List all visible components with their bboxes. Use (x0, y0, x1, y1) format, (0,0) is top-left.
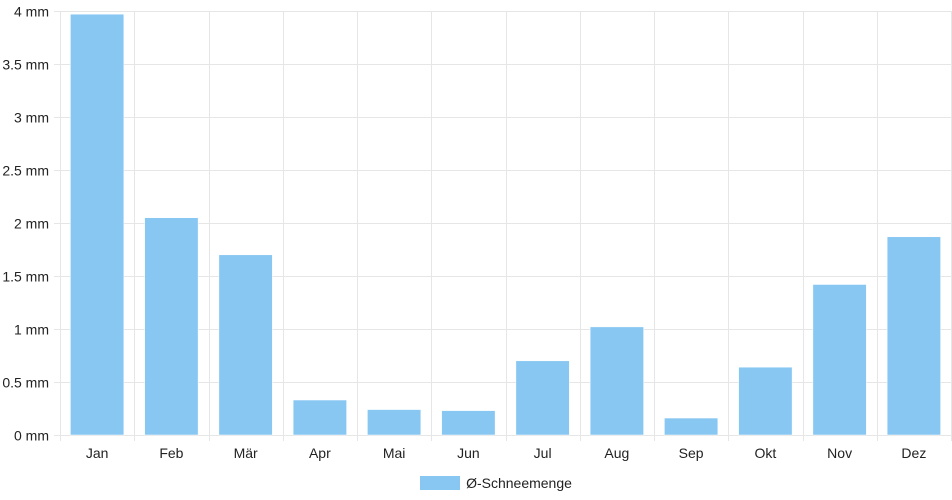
bar-jan[interactable] (70, 13, 125, 436)
x-tick-label: Sep (679, 445, 704, 461)
y-tick-label: 3.5 mm (2, 57, 49, 73)
x-tick-label: Jul (534, 445, 552, 461)
bars (70, 13, 941, 436)
bar-apr[interactable] (292, 399, 347, 436)
x-tick-label: Mai (383, 445, 406, 461)
legend[interactable]: Ø-Schneemenge (0, 472, 952, 494)
y-tick-label: 0 mm (14, 428, 49, 444)
bar-jul[interactable] (515, 360, 570, 436)
bar-jun[interactable] (441, 410, 496, 436)
bar-nov[interactable] (812, 284, 867, 436)
y-tick-label: 0.5 mm (2, 375, 49, 391)
legend-swatch (420, 476, 461, 490)
bar-mai[interactable] (367, 409, 422, 436)
x-tick-label: Jan (86, 445, 109, 461)
x-tick-label: Okt (754, 445, 776, 461)
y-tick-label: 2 mm (14, 216, 49, 232)
y-tick-label: 4 mm (14, 4, 49, 20)
y-tick-label: 1.5 mm (2, 269, 49, 285)
y-tick-label: 1 mm (14, 322, 49, 338)
x-tick-label: Aug (604, 445, 629, 461)
y-tick-label: 2.5 mm (2, 163, 49, 179)
bar-mär[interactable] (218, 254, 273, 436)
x-tick-label: Dez (901, 445, 926, 461)
legend-label: Ø-Schneemenge (466, 475, 572, 491)
x-tick-label: Feb (159, 445, 183, 461)
y-axis-ticks: 0 mm 0.5 mm 1 mm 1.5 mm 2 mm 2.5 mm 3 mm 3.5 mm… (2, 4, 49, 444)
bar-okt[interactable] (738, 366, 793, 436)
bar-sep[interactable] (664, 417, 719, 436)
y-tick-label: 3 mm (14, 110, 49, 126)
x-tick-label: Jun (457, 445, 480, 461)
bar-aug[interactable] (589, 326, 644, 436)
x-tick-label: Nov (827, 445, 852, 461)
bar-feb[interactable] (144, 217, 199, 436)
snow-bar-chart: 0 mm 0.5 mm 1 mm 1.5 mm 2 mm 2.5 mm 3 mm 3.5 mm… (2, 4, 952, 461)
x-axis-ticks: Jan Feb Mär Apr Mai Jun Jul Aug Sep Okt Nov Dez (86, 445, 926, 461)
x-tick-label: Apr (309, 445, 331, 461)
bar-dez[interactable] (886, 236, 941, 436)
x-tick-label: Mär (234, 445, 258, 461)
